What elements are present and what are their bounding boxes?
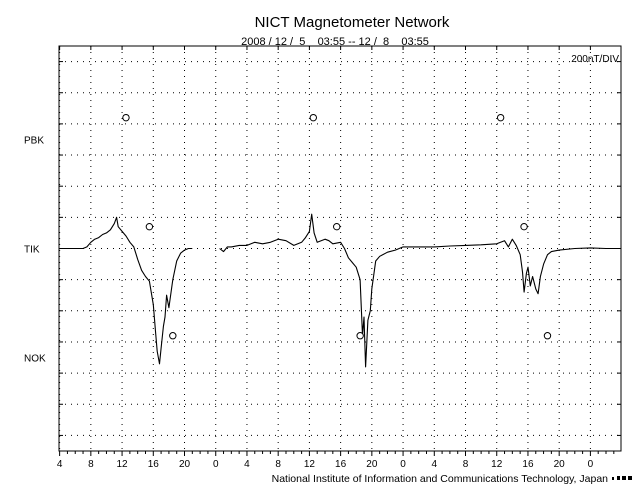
marker-pbk xyxy=(496,113,505,122)
chart-title: NICT Magnetometer Network xyxy=(255,14,450,31)
marker-pbk xyxy=(309,113,318,122)
x-tick-label: 0 xyxy=(400,459,406,470)
series-line-tik xyxy=(219,213,621,368)
x-tick-label: 12 xyxy=(491,459,503,470)
marker-tik xyxy=(145,222,154,231)
marker-nok xyxy=(169,332,177,340)
station-label: PBK xyxy=(24,135,44,146)
x-axis: 4 8 12 16 20 0 4 8 12 16 20 0 4 8 12 16 20 0 xyxy=(57,46,615,470)
marker-nok xyxy=(543,332,552,340)
x-tick-label: 0 xyxy=(213,459,219,470)
station-label: NOK xyxy=(24,354,46,365)
scale-label: 200nT/DIV xyxy=(571,54,619,65)
x-tick-label: 4 xyxy=(432,459,438,470)
x-tick-label: 16 xyxy=(522,459,534,470)
chart-subtitle: 2008 / 12 / 5 03:55 -- 12 / 8 03:55 xyxy=(241,36,429,48)
x-tick-label: 8 xyxy=(275,459,281,470)
x-tick-label: 12 xyxy=(117,459,129,470)
x-tick-label: 4 xyxy=(57,459,63,470)
x-tick-label: 16 xyxy=(148,459,160,470)
marker-tik xyxy=(333,222,341,231)
x-tick-label: 8 xyxy=(88,459,94,470)
x-tick-label: 12 xyxy=(304,459,316,470)
series-layer xyxy=(59,213,621,368)
credit-text: National Institute of Information and Co… xyxy=(272,473,609,485)
marker-pbk xyxy=(122,113,130,122)
markers-layer xyxy=(122,113,552,340)
x-tick-label: 8 xyxy=(463,459,469,470)
series-line-tik xyxy=(59,216,193,365)
marker-nok xyxy=(356,332,364,340)
x-tick-label: 4 xyxy=(244,459,250,470)
y-axis: PBK TIK NOK xyxy=(24,61,621,436)
x-tick-label: 0 xyxy=(588,459,594,470)
x-tick-label: 20 xyxy=(179,459,191,470)
x-tick-label: 20 xyxy=(366,459,378,470)
marker-tik xyxy=(520,222,528,231)
x-tick-label: 16 xyxy=(335,459,347,470)
logo-mark xyxy=(612,476,632,480)
station-label: TIK xyxy=(24,245,40,256)
grid xyxy=(59,46,621,451)
x-tick-label: 20 xyxy=(554,459,566,470)
